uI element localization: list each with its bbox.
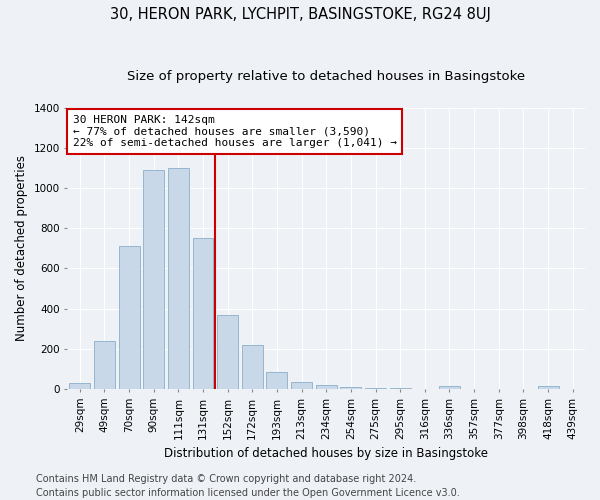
Text: 30, HERON PARK, LYCHPIT, BASINGSTOKE, RG24 8UJ: 30, HERON PARK, LYCHPIT, BASINGSTOKE, RG… xyxy=(110,8,490,22)
Bar xyxy=(94,340,115,389)
Bar xyxy=(217,314,238,389)
Bar xyxy=(439,386,460,389)
Bar xyxy=(340,387,361,389)
Bar xyxy=(316,386,337,389)
Bar xyxy=(538,386,559,389)
Bar xyxy=(389,388,410,389)
Bar xyxy=(143,170,164,389)
Bar xyxy=(193,238,214,389)
Text: Contains HM Land Registry data © Crown copyright and database right 2024.
Contai: Contains HM Land Registry data © Crown c… xyxy=(36,474,460,498)
Y-axis label: Number of detached properties: Number of detached properties xyxy=(15,156,28,342)
Text: 30 HERON PARK: 142sqm
← 77% of detached houses are smaller (3,590)
22% of semi-d: 30 HERON PARK: 142sqm ← 77% of detached … xyxy=(73,115,397,148)
Bar xyxy=(365,388,386,389)
Bar xyxy=(119,246,140,389)
X-axis label: Distribution of detached houses by size in Basingstoke: Distribution of detached houses by size … xyxy=(164,447,488,460)
Bar xyxy=(266,372,287,389)
Title: Size of property relative to detached houses in Basingstoke: Size of property relative to detached ho… xyxy=(127,70,525,83)
Bar xyxy=(69,383,90,389)
Bar xyxy=(291,382,312,389)
Bar xyxy=(242,344,263,389)
Bar xyxy=(168,168,189,389)
